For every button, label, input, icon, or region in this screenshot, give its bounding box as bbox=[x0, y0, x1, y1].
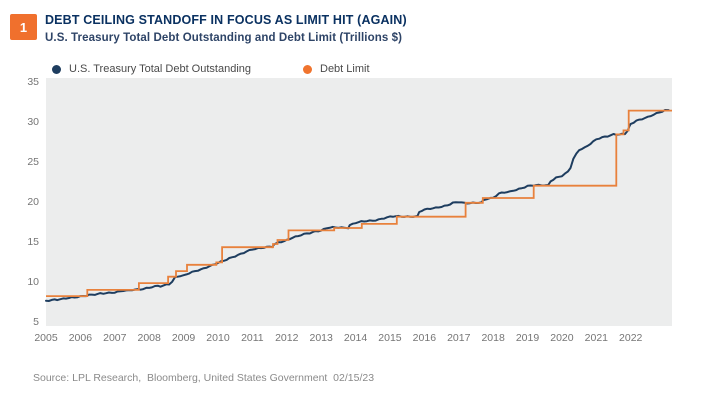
y-tick-label: 20 bbox=[27, 196, 39, 208]
figure-number-badge: 1 bbox=[10, 14, 37, 40]
x-tick-label: 2022 bbox=[619, 332, 643, 344]
debt-outstanding-marker-icon bbox=[52, 64, 61, 74]
y-tick-label: 15 bbox=[27, 236, 39, 248]
x-tick-label: 2011 bbox=[241, 332, 264, 344]
x-tick-label: 2019 bbox=[516, 332, 540, 344]
legend-item-debt-limit: Debt Limit bbox=[303, 62, 370, 76]
plot-area bbox=[46, 78, 672, 326]
y-tick-label: 10 bbox=[27, 276, 39, 288]
x-tick-label: 2007 bbox=[103, 332, 127, 344]
x-tick-label: 2020 bbox=[550, 332, 574, 344]
debt-limit-marker-icon bbox=[303, 64, 312, 74]
x-tick-label: 2018 bbox=[481, 332, 505, 344]
legend-label-debt-limit: Debt Limit bbox=[320, 63, 370, 75]
x-tick-label: 2016 bbox=[413, 332, 437, 344]
y-tick-label: 30 bbox=[27, 116, 39, 128]
source-note: Source: LPL Research, Bloomberg, United … bbox=[33, 372, 375, 384]
x-tick-label: 2015 bbox=[378, 332, 402, 344]
x-tick-label: 2014 bbox=[344, 332, 368, 344]
chart-title: DEBT CEILING STANDOFF IN FOCUS AS LIMIT … bbox=[45, 13, 407, 27]
chart-subtitle: U.S. Treasury Total Debt Outstanding and… bbox=[45, 32, 403, 44]
x-tick-label: 2010 bbox=[206, 332, 230, 344]
x-tick-label: 2005 bbox=[34, 332, 58, 344]
x-tick-label: 2013 bbox=[309, 332, 333, 344]
y-tick-label: 5 bbox=[33, 316, 39, 328]
x-tick-label: 2012 bbox=[275, 332, 299, 344]
legend-item-debt-outstanding: U.S. Treasury Total Debt Outstanding bbox=[52, 62, 251, 76]
x-tick-label: 2017 bbox=[447, 332, 471, 344]
y-tick-label: 25 bbox=[27, 156, 39, 168]
x-tick-label: 2008 bbox=[138, 332, 162, 344]
x-tick-label: 2009 bbox=[172, 332, 196, 344]
legend-label-debt-outstanding: U.S. Treasury Total Debt Outstanding bbox=[69, 63, 251, 75]
x-tick-label: 2021 bbox=[585, 332, 609, 344]
debt-limit-line bbox=[46, 109, 672, 297]
x-tick-label: 2006 bbox=[69, 332, 93, 344]
debt-outstanding-line bbox=[45, 109, 670, 302]
y-tick-label: 35 bbox=[27, 76, 39, 88]
